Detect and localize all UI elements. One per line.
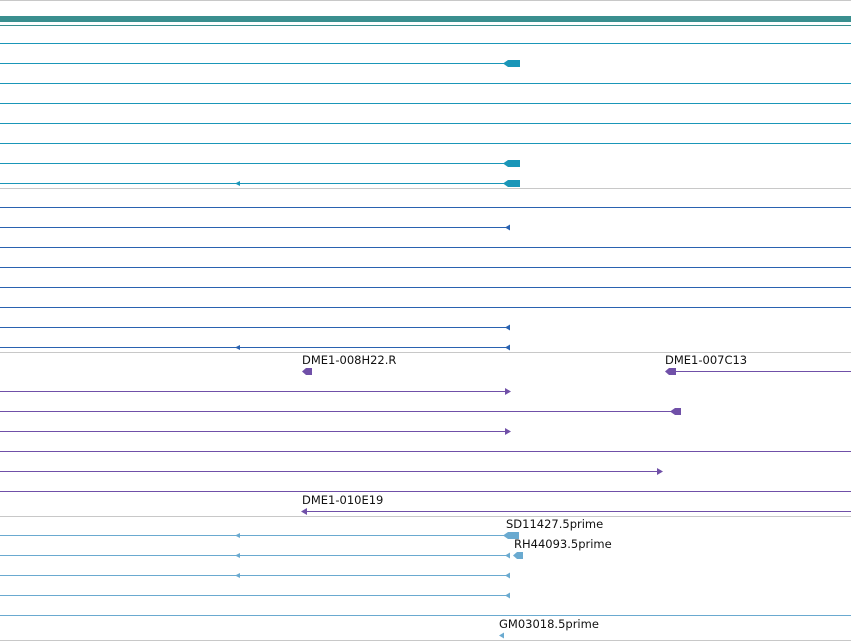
- blue-arrow-small[interactable]: [235, 345, 240, 350]
- purple-track-2[interactable]: [0, 388, 511, 395]
- cyan-track-7[interactable]: [0, 160, 520, 167]
- purple-exon-block[interactable]: [302, 368, 312, 375]
- cyan-track-8[interactable]: [0, 180, 520, 187]
- purple-track-8[interactable]: [301, 508, 851, 515]
- lightblue-arrow[interactable]: [505, 592, 510, 599]
- lightblue-track-6[interactable]: [499, 632, 504, 639]
- purple-arrow[interactable]: [301, 508, 307, 515]
- blue-arrow[interactable]: [505, 344, 510, 351]
- teal-group: [0, 16, 851, 26]
- lightblue-arrow[interactable]: [505, 552, 510, 559]
- lightblue-arrow-small[interactable]: [235, 573, 240, 578]
- purple-track-1[interactable]: [302, 368, 851, 375]
- purple-arrow[interactable]: [505, 428, 511, 435]
- cyan-exon-block[interactable]: [503, 60, 520, 67]
- label-rh44093-5prime[interactable]: RH44093.5prime: [514, 537, 612, 551]
- lightblue-group: [0, 532, 851, 639]
- purple-group: [0, 368, 851, 515]
- label-sd11427-5prime[interactable]: SD11427.5prime: [506, 517, 603, 531]
- purple-arrow[interactable]: [505, 388, 511, 395]
- lightblue-arrow[interactable]: [499, 632, 504, 639]
- blue-track-8[interactable]: [0, 344, 510, 351]
- feature-labels: DME1-008H22.R DME1-007C13 DME1-010E19 SD…: [302, 353, 747, 631]
- purple-track-6[interactable]: [0, 468, 663, 475]
- lightblue-track-3[interactable]: [0, 572, 510, 579]
- lightblue-track-2[interactable]: [0, 552, 523, 559]
- lightblue-arrow[interactable]: [505, 572, 510, 579]
- lightblue-exon-block[interactable]: [513, 552, 523, 559]
- purple-track-4[interactable]: [0, 428, 511, 435]
- lightblue-track-1[interactable]: [0, 532, 519, 539]
- purple-track-3[interactable]: [0, 408, 681, 415]
- cyan-group: [0, 43, 851, 187]
- blue-arrow[interactable]: [505, 324, 510, 331]
- blue-track-7[interactable]: [0, 324, 510, 331]
- lightblue-arrow-small[interactable]: [235, 553, 240, 558]
- lightblue-exon-block[interactable]: [503, 532, 519, 539]
- purple-arrow-block[interactable]: [670, 408, 681, 415]
- cyan-arrow-small[interactable]: [235, 181, 240, 186]
- lightblue-arrow-small[interactable]: [235, 533, 240, 538]
- lightblue-track-4[interactable]: [0, 592, 510, 599]
- blue-arrow[interactable]: [505, 224, 510, 231]
- label-gm03018-5prime[interactable]: GM03018.5prime: [499, 617, 599, 631]
- cyan-exon-block[interactable]: [503, 180, 520, 187]
- label-dme1-007c13[interactable]: DME1-007C13: [665, 353, 747, 367]
- cyan-exon-block[interactable]: [503, 160, 520, 167]
- purple-exon-block[interactable]: [665, 368, 676, 375]
- blue-track-2[interactable]: [0, 224, 510, 231]
- label-dme1-008h22-r[interactable]: DME1-008H22.R: [302, 353, 396, 367]
- label-dme1-010e19[interactable]: DME1-010E19: [302, 493, 383, 507]
- purple-arrow[interactable]: [657, 468, 663, 475]
- teal-thick-track[interactable]: [0, 16, 851, 22]
- blue-group: [0, 207, 851, 351]
- cyan-track-2[interactable]: [0, 60, 520, 67]
